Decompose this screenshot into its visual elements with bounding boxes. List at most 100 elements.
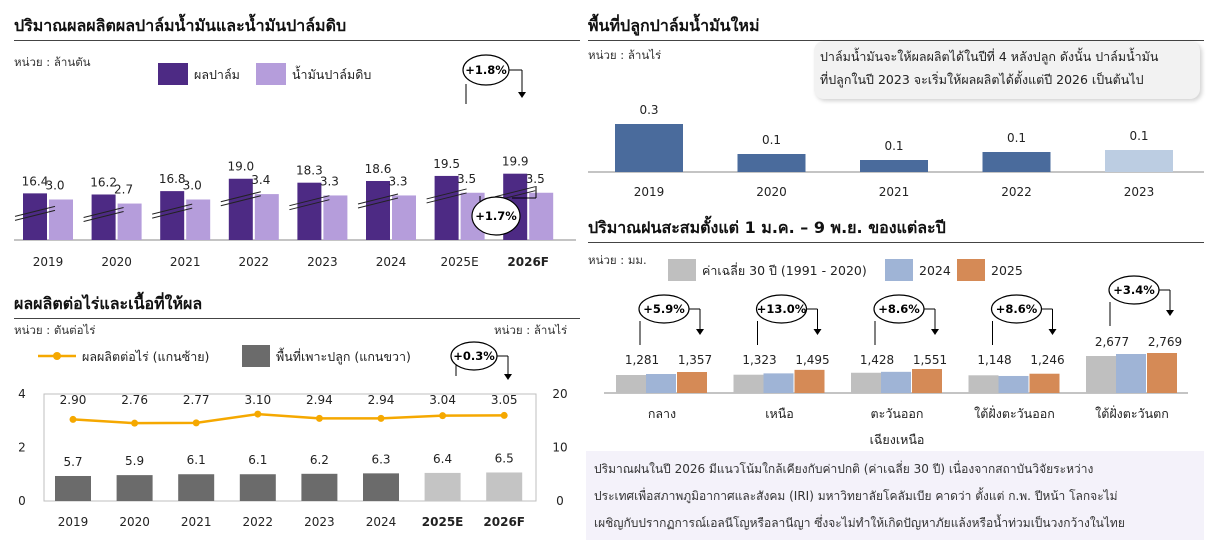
fruit-value-label: 18.3: [296, 164, 323, 178]
oil-value-label: 2.7: [114, 183, 133, 197]
rain-bar: [1147, 353, 1177, 393]
axis-break-mark: [495, 186, 536, 198]
oil-bar: [117, 203, 142, 240]
fruit-bar: [366, 180, 390, 240]
panel2-title-rule: [14, 318, 580, 319]
axis-break-mark: [14, 205, 56, 217]
rain-callout-label: +8.6%: [996, 302, 1038, 316]
fruit-bar: [297, 182, 322, 240]
fruit-bar: [228, 178, 253, 240]
rain-callout-ellipse: [638, 294, 690, 324]
rain-2024-label: 1,428: [860, 353, 894, 367]
legend-swatch: [885, 259, 913, 281]
oil-value-label: 3.0: [183, 179, 202, 193]
rain-2024-label: 1,148: [977, 353, 1011, 367]
rainfall-note-line: เผชิญกับปรากฏการณ์เอลนีโญหรือลานีญา ซึ่ง…: [594, 516, 1125, 530]
category-label: 2019: [33, 255, 64, 269]
area-value-label: 6.2: [310, 453, 329, 467]
yield-area-chart: ผลผลิตต่อไร่ (แกนซ้าย) พื้นที่เพาะปลูก (แ…: [18, 341, 568, 529]
rain-callout-label: +3.4%: [1113, 283, 1155, 297]
rainfall-note: ปริมาณฝนในปี 2026 มีแนวโน้มใกล้เคียงกับค…: [586, 451, 1204, 540]
category-label: 2021: [170, 255, 201, 269]
plot-frame: [43, 393, 537, 502]
planting-value-label: 0.1: [1129, 129, 1148, 143]
area-bar: [116, 475, 153, 501]
axis-break-mark: [14, 209, 56, 221]
oil-value-label: 3.5: [457, 172, 476, 186]
palm-oil-callout-ellipse: [471, 196, 521, 236]
category-label: 2022: [243, 515, 274, 529]
panel1-title: ปริมาณผลผลิตผลปาล์มน้ำมันและน้ำมันปาล์มด…: [14, 16, 347, 35]
yield-value-label: 2.77: [183, 393, 210, 407]
rain-2024-label: 1,281: [625, 353, 659, 367]
legend-label: พื้นที่เพาะปลูก (แกนขวา): [276, 347, 411, 365]
legend-swatch: [668, 259, 696, 281]
rain-bar: [851, 372, 881, 393]
planting-bar: [737, 154, 806, 172]
rainfall-note-line: ปริมาณฝนในปี 2026 มีแนวโน้มใกล้เคียงกับค…: [594, 462, 1094, 476]
legend-marker: [53, 352, 61, 360]
category-label: 2020: [101, 255, 132, 269]
y-tick-left: 0: [18, 494, 26, 508]
fruit-bar: [23, 193, 47, 240]
fruit-value-label: 16.4: [22, 174, 49, 188]
rain-2025-label: 2,769: [1148, 335, 1182, 349]
rain-callout-ellipse: [873, 294, 925, 324]
category-label: 2024: [366, 515, 397, 529]
fruit-value-label: 19.9: [502, 155, 529, 169]
axis-break-mark: [152, 203, 193, 215]
yield-marker: [69, 415, 77, 423]
legend-label: ค่าเฉลี่ย 30 ปี (1991 - 2020): [702, 262, 867, 278]
fruit-value-label: 18.6: [365, 162, 392, 176]
palm-production-chart: ผลปาล์ม น้ำมันปาล์มดิบ16.43.0201916.22.72…: [14, 54, 576, 269]
area-bar: [178, 474, 215, 501]
yield-marker: [439, 412, 447, 420]
yield-value-label: 2.94: [306, 393, 333, 407]
rain-bar: [1029, 373, 1060, 393]
rain-bar: [968, 375, 999, 393]
yield-callout-label: +0.3%: [453, 349, 495, 363]
planting-bar: [615, 124, 683, 172]
yield-line: [72, 412, 505, 425]
area-bar: [239, 474, 276, 501]
legend-label: ผลผลิตต่อไร่ (แกนซ้าย): [82, 349, 209, 364]
yield-marker: [131, 419, 139, 427]
oil-bar: [186, 199, 211, 240]
planting-note-line: ปาล์มน้ำมันจะให้ผลผลิตได้ในปีที่ 4 หลังป…: [820, 49, 1159, 64]
new-planting-chart: 0.3 2019 0.1 2020 0.1 2021 0.1 2022 0.1 2023: [588, 103, 1204, 199]
arrow-head: [504, 374, 512, 380]
category-label: 2021: [879, 185, 910, 199]
oil-value-label: 3.3: [388, 174, 407, 188]
arrow-head: [518, 92, 526, 98]
arrow-head: [1048, 329, 1057, 335]
category-label: 2025E: [441, 255, 479, 269]
area-bar: [486, 472, 523, 501]
legend-swatch: [242, 345, 270, 367]
yield-marker: [500, 411, 508, 419]
rain-2025-label: 1,246: [1030, 353, 1064, 367]
rain-bar: [763, 373, 794, 393]
axis-break-mark: [426, 188, 467, 200]
planting-value-label: 0.1: [762, 133, 781, 147]
rain-bar: [998, 375, 1029, 393]
fruit-value-label: 16.8: [159, 172, 186, 186]
category-label: 2019: [58, 515, 89, 529]
rain-bar: [1116, 354, 1146, 393]
rain-2024-label: 1,323: [742, 353, 776, 367]
panel3-unit: หน่วย : ล้านไร่: [588, 48, 662, 62]
category-label: 2023: [304, 515, 335, 529]
axis-break-mark: [83, 207, 124, 218]
legend-label: 2024: [919, 263, 951, 278]
oil-value-label: 3.3: [320, 174, 339, 188]
rain-callout-label: +8.6%: [878, 302, 920, 316]
yield-value-label: 2.76: [121, 393, 148, 407]
panel3-title-rule: [588, 40, 1204, 41]
axis-break-mark: [289, 199, 330, 211]
palm-fruit-callout-label: +1.8%: [465, 63, 507, 77]
panel4-unit: หน่วย : มม.: [588, 253, 647, 267]
oil-bar: [529, 192, 554, 240]
rain-callout-ellipse: [755, 294, 808, 324]
area-value-label: 5.7: [63, 455, 82, 469]
fruit-bar: [91, 194, 116, 240]
rain-bar: [912, 368, 942, 393]
